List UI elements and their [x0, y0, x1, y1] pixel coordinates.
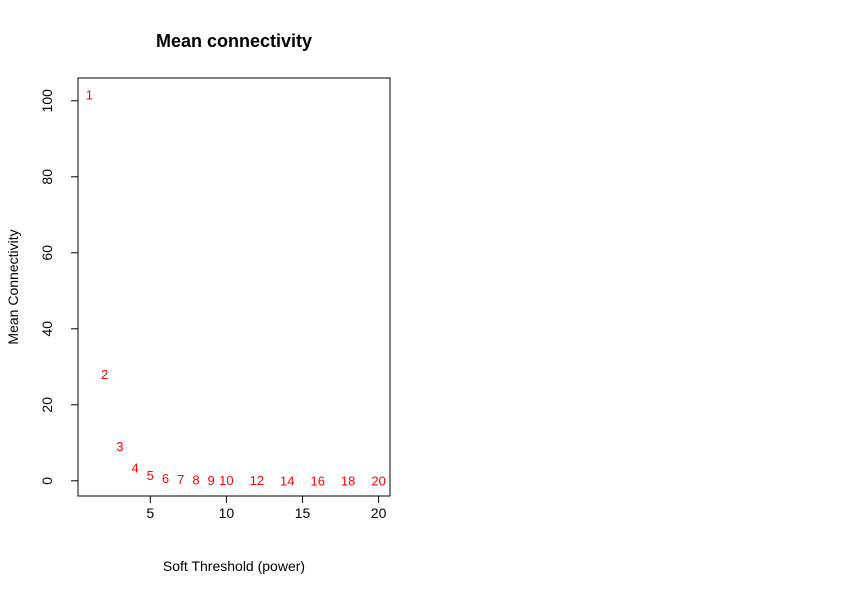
data-point-label: 20: [371, 473, 385, 488]
chart-title: Mean connectivity: [156, 31, 312, 51]
plot-frame: [77, 77, 391, 497]
x-tick-label: 20: [371, 505, 387, 521]
data-point-label: 9: [208, 473, 215, 488]
data-point-label: 2: [101, 367, 108, 382]
y-tick-label: 80: [39, 169, 55, 185]
x-tick-label: 15: [295, 505, 311, 521]
data-point-label: 6: [162, 471, 169, 486]
data-point-label: 16: [310, 473, 324, 488]
y-axis-title: Mean Connectivity: [5, 229, 21, 344]
x-axis-title: Soft Threshold (power): [163, 558, 305, 574]
y-tick-label: 0: [39, 477, 55, 485]
x-tick-label: 10: [219, 505, 235, 521]
data-point-label: 12: [250, 473, 264, 488]
y-tick-label: 20: [39, 397, 55, 413]
y-tick-label: 100: [39, 89, 55, 113]
x-tick-label: 5: [146, 505, 154, 521]
y-tick-label: 60: [39, 245, 55, 261]
data-point-label: 10: [219, 473, 233, 488]
y-axis: 0 20 40 60 80 100: [39, 89, 79, 485]
data-point-label: 8: [192, 473, 199, 488]
data-point-label: 14: [280, 473, 294, 488]
data-point-label: 3: [116, 439, 123, 454]
y-tick-label: 40: [39, 321, 55, 337]
data-point-label: 5: [147, 468, 154, 483]
data-point-label: 1: [86, 88, 93, 103]
data-point-label: 18: [341, 473, 355, 488]
data-point-label: 4: [131, 460, 138, 475]
x-axis: 5 10 15 20: [146, 495, 387, 521]
data-point-label: 7: [177, 472, 184, 487]
